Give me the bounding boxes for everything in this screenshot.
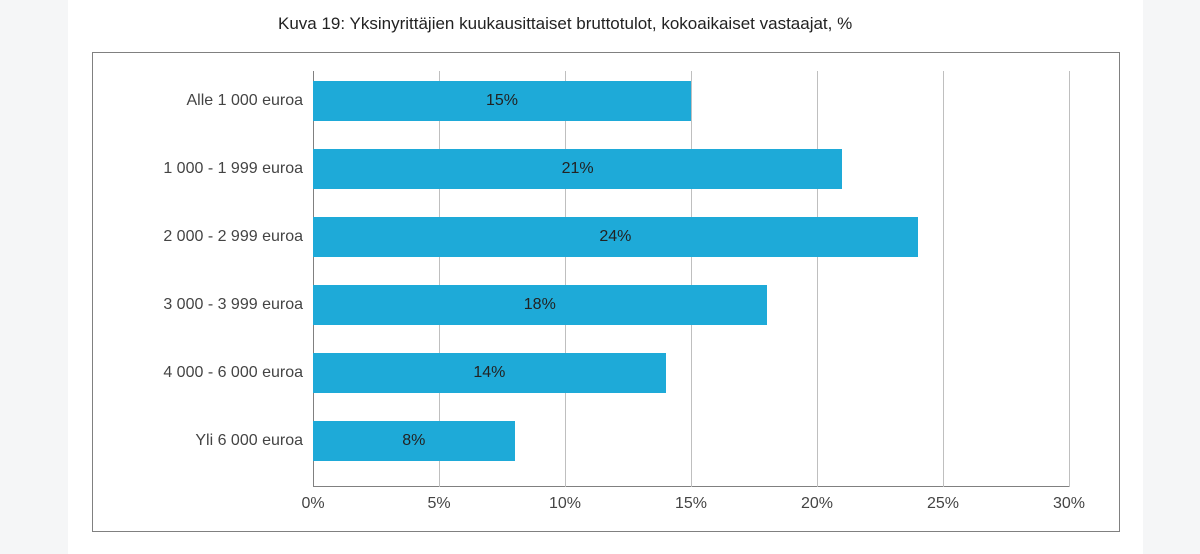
bar-row: 14% — [313, 353, 1069, 393]
category-label: Yli 6 000 euroa — [113, 432, 303, 450]
bar-value-label: 14% — [473, 364, 505, 382]
x-tick-label: 10% — [549, 495, 581, 513]
bar-row: 15% — [313, 81, 1069, 121]
x-tick-label: 0% — [301, 495, 324, 513]
category-label: 4 000 - 6 000 euroa — [113, 364, 303, 382]
chart-frame: 0% 5% 10% 15% 20% 25% 30% 15% 21% 24% 18% 14% 8% All… — [92, 52, 1120, 532]
x-tick-label: 30% — [1053, 495, 1085, 513]
chart-plot: 0%5%10%15%20%25%30%15%21%24%18%14%8% — [313, 71, 1069, 487]
bar-row: 18% — [313, 285, 1069, 325]
x-tick-label: 15% — [675, 495, 707, 513]
page: Kuva 19: Yksinyrittäjien kuukausittaiset… — [0, 0, 1200, 554]
bar-row: 24% — [313, 217, 1069, 257]
chart-title: Kuva 19: Yksinyrittäjien kuukausittaiset… — [278, 14, 852, 34]
category-label: 3 000 - 3 999 euroa — [113, 296, 303, 314]
bar-value-label: 18% — [524, 296, 556, 314]
bar-row: 21% — [313, 149, 1069, 189]
bar-value-label: 15% — [486, 92, 518, 110]
bar-value-label: 8% — [402, 432, 425, 450]
x-tick-label: 25% — [927, 495, 959, 513]
bar-value-label: 21% — [562, 160, 594, 178]
category-label: 1 000 - 1 999 euroa — [113, 160, 303, 178]
category-label: 2 000 - 2 999 euroa — [113, 228, 303, 246]
category-label: Alle 1 000 euroa — [113, 92, 303, 110]
bar-row: 8% — [313, 421, 1069, 461]
bar-value-label: 24% — [599, 228, 631, 246]
x-tick-label: 20% — [801, 495, 833, 513]
chart-card: Kuva 19: Yksinyrittäjien kuukausittaiset… — [68, 0, 1143, 554]
x-tick-label: 5% — [427, 495, 450, 513]
grid-line — [1069, 71, 1070, 487]
